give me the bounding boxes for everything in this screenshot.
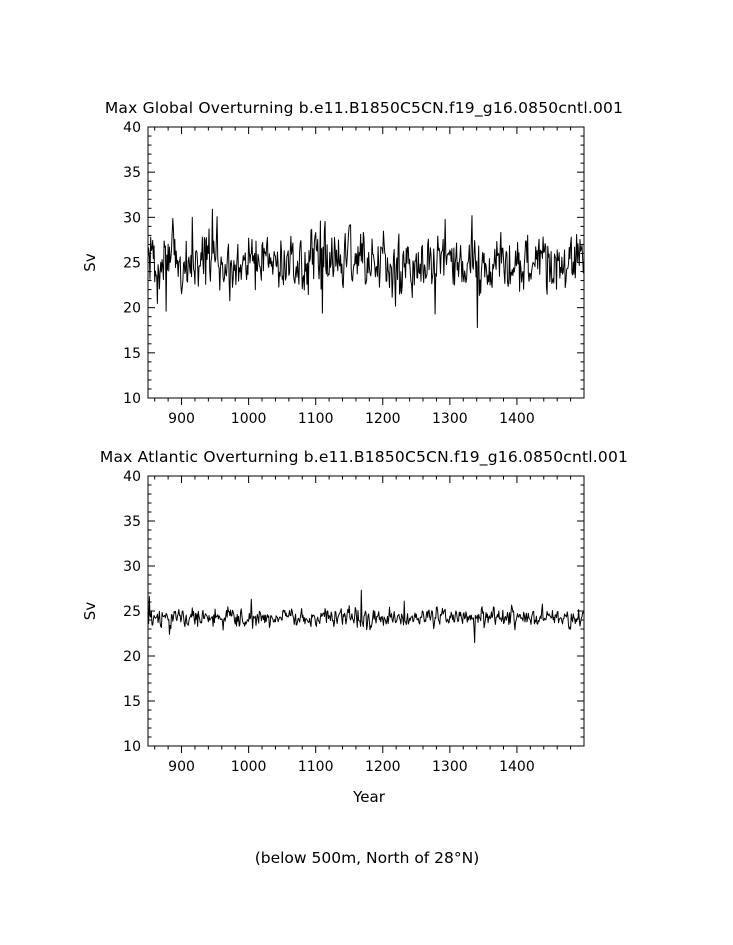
y-axis-label: Sv	[81, 602, 99, 621]
series-line	[147, 208, 585, 329]
y-tick-label: 15	[123, 346, 141, 362]
global-overturning-panel: Max Global Overturning b.e11.B1850C5CN.f…	[81, 99, 623, 427]
x-axis-label: Year	[352, 788, 386, 806]
x-tick-label: 1300	[432, 411, 468, 427]
y-tick-label: 30	[123, 559, 141, 575]
x-tick-label: 1100	[298, 759, 334, 775]
chart-title: Max Global Overturning b.e11.B1850C5CN.f…	[105, 99, 623, 118]
y-axis-label: Sv	[81, 253, 99, 272]
y-tick-label: 10	[123, 391, 141, 407]
x-tick-label: 1300	[432, 759, 468, 775]
x-tick-label: 1000	[231, 759, 267, 775]
y-tick-label: 40	[123, 120, 141, 136]
x-tick-label: 900	[168, 759, 195, 775]
x-tick-label: 1400	[499, 759, 535, 775]
y-tick-label: 20	[123, 301, 141, 317]
y-tick-label: 30	[123, 210, 141, 226]
y-tick-label: 25	[123, 256, 141, 272]
y-tick-label: 35	[123, 514, 141, 530]
y-tick-label: 20	[123, 649, 141, 665]
x-tick-label: 1200	[365, 411, 401, 427]
y-tick-label: 15	[123, 694, 141, 710]
y-tick-label: 10	[123, 739, 141, 755]
chart-title: Max Atlantic Overturning b.e11.B1850C5CN…	[100, 448, 628, 467]
y-tick-label: 40	[123, 469, 141, 485]
x-tick-label: 1200	[365, 759, 401, 775]
series-line	[147, 589, 585, 643]
y-tick-label: 25	[123, 604, 141, 620]
x-tick-label: 1400	[499, 411, 535, 427]
atlantic-overturning-panel: Max Atlantic Overturning b.e11.B1850C5CN…	[81, 448, 628, 806]
y-tick-label: 35	[123, 165, 141, 181]
x-tick-label: 900	[168, 411, 195, 427]
plot-frame	[147, 475, 585, 747]
x-tick-label: 1100	[298, 411, 334, 427]
footnote-text: (below 500m, North of 28°N)	[255, 849, 480, 867]
x-tick-label: 1000	[231, 411, 267, 427]
